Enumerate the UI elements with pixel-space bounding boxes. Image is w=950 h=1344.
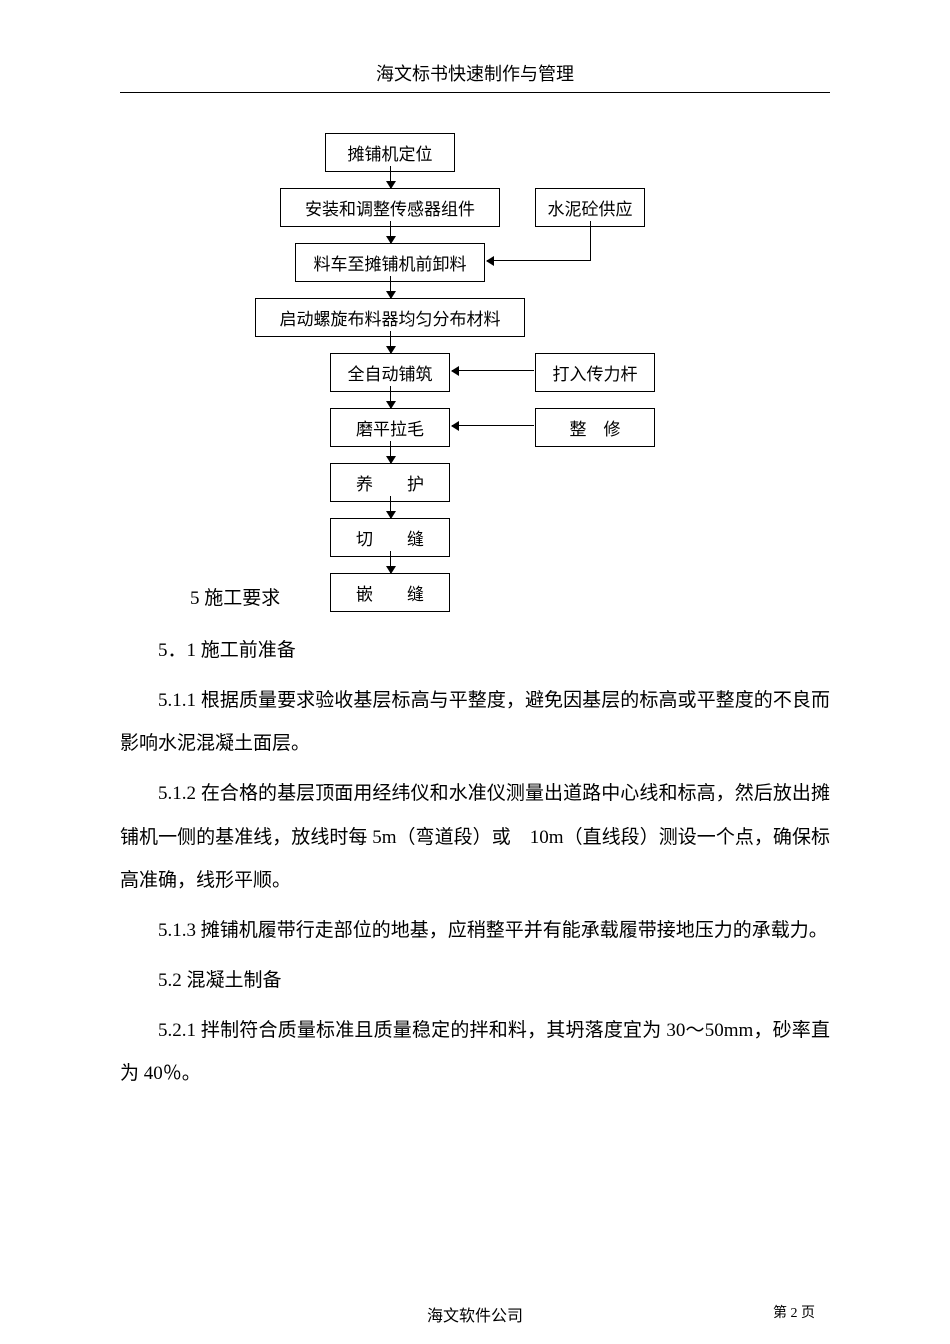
flow-arrow	[452, 370, 534, 371]
flow-arrow	[487, 260, 591, 261]
para-5-1-3: 5.1.3 摊铺机履带行走部位的地基，应稍整平并有能承载履带接地压力的承载力。	[120, 909, 830, 953]
page-header: 海文标书快速制作与管理	[120, 60, 830, 93]
flow-arrow	[390, 331, 391, 353]
document-page: 海文标书快速制作与管理 摊铺机定位 安装和调整传感器组件 水泥砼供应 料车至摊铺…	[0, 0, 950, 1344]
flow-line	[590, 221, 591, 261]
section-5-2: 5.2 混凝土制备	[120, 959, 830, 1003]
section-5-title: 5 施工要求	[190, 583, 280, 610]
para-5-2-1: 5.2.1 拌制符合质量标准且质量稳定的拌和料，其坍落度宜为 30～50mm，砂…	[120, 1009, 830, 1096]
para-5-1-2: 5.1.2 在合格的基层顶面用经纬仪和水准仪测量出道路中心线和标高，然后放出摊铺…	[120, 772, 830, 903]
flow-arrow	[390, 166, 391, 188]
flow-node-seal: 嵌 缝	[330, 573, 450, 612]
header-title: 海文标书快速制作与管理	[376, 64, 574, 84]
flow-arrow	[390, 221, 391, 243]
footer-page-number: 第 2 页	[773, 1302, 815, 1322]
flow-node-repair: 整 修	[535, 408, 655, 447]
flow-arrow	[390, 496, 391, 518]
flow-arrow	[390, 276, 391, 298]
flow-arrow	[390, 441, 391, 463]
flowchart: 摊铺机定位 安装和调整传感器组件 水泥砼供应 料车至摊铺机前卸料 启动螺旋布料器…	[190, 133, 830, 733]
flow-arrow	[390, 551, 391, 573]
flow-arrow	[452, 425, 534, 426]
flow-node-dowel: 打入传力杆	[535, 353, 655, 392]
flow-arrow	[390, 386, 391, 408]
